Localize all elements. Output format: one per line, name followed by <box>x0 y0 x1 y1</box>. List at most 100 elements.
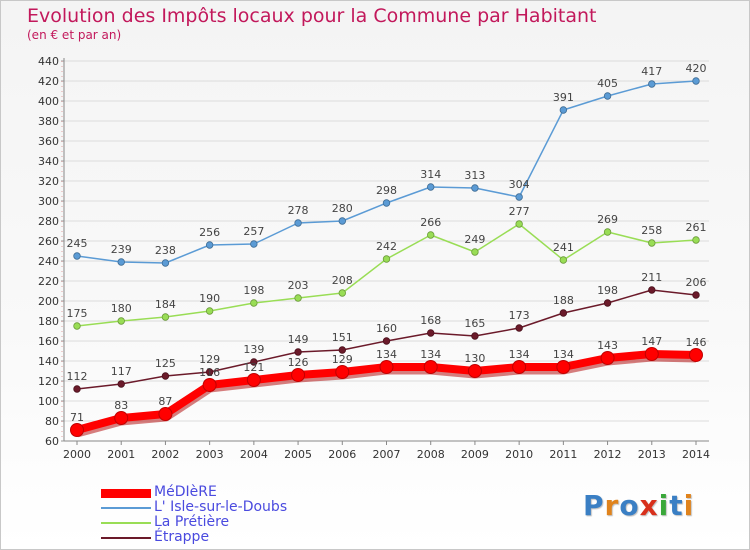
series-3-data-label: 173 <box>509 309 530 322</box>
series-2-data-label: 203 <box>288 279 309 292</box>
series-2-point <box>161 313 170 321</box>
x-tick-label: 2009 <box>461 448 489 461</box>
series-2-data-label: 198 <box>243 284 264 297</box>
y-tick-label: 120 <box>38 375 59 388</box>
logo-letter: i <box>683 489 695 522</box>
series-0-data-label: 126 <box>288 356 309 369</box>
series-1-point <box>250 240 258 248</box>
series-3-data-label: 151 <box>332 331 353 344</box>
series-0-point <box>70 423 84 437</box>
logo-letter: P <box>583 489 605 522</box>
y-tick-label: 160 <box>38 335 59 348</box>
y-tick-label: 220 <box>38 275 59 288</box>
series-0-data-label: 134 <box>376 348 397 361</box>
x-tick-label: 2007 <box>373 448 401 461</box>
proxiti-logo: Proxiti <box>583 489 694 522</box>
series-1-point <box>471 184 479 192</box>
legend-swatch <box>101 489 151 498</box>
series-0-point <box>114 411 129 425</box>
series-0-point <box>556 360 571 374</box>
series-0-point <box>644 347 659 361</box>
series-1-point <box>692 77 700 85</box>
x-tick-label: 2014 <box>682 448 710 461</box>
series-3-data-label: 129 <box>199 353 220 366</box>
x-tick-label: 2003 <box>196 448 224 461</box>
y-tick-label: 240 <box>38 255 59 268</box>
series-0-point <box>246 373 261 387</box>
series-1-data-label: 245 <box>67 237 88 250</box>
y-tick-label: 400 <box>38 95 59 108</box>
series-1-point <box>648 80 656 88</box>
series-3-data-label: 149 <box>288 333 309 346</box>
series-1-data-label: 417 <box>641 65 662 78</box>
x-tick-label: 2013 <box>638 448 666 461</box>
series-3-data-label: 206 <box>686 276 707 289</box>
series-1-data-label: 298 <box>376 184 397 197</box>
series-2-data-label: 184 <box>155 298 176 311</box>
series-1-data-label: 278 <box>288 204 309 217</box>
series-0-point <box>512 360 527 374</box>
series-2-point <box>294 294 302 302</box>
series-0-data-label: 121 <box>243 361 264 374</box>
series-2-point <box>382 255 391 263</box>
series-2-data-label: 175 <box>67 307 88 320</box>
y-tick-label: 360 <box>38 135 59 148</box>
series-3-point <box>338 346 346 354</box>
series-0-data-label: 71 <box>70 411 84 424</box>
series-1-point <box>382 199 391 207</box>
series-1-point <box>427 183 435 191</box>
series-3-data-label: 125 <box>155 357 176 370</box>
x-tick-label: 2012 <box>594 448 622 461</box>
series-1-data-label: 304 <box>509 178 530 191</box>
y-tick-label: 140 <box>38 355 59 368</box>
series-2-data-label: 190 <box>199 292 220 305</box>
y-tick-label: 340 <box>38 155 59 168</box>
series-1-data-label: 280 <box>332 202 353 215</box>
y-tick-label: 440 <box>38 55 59 68</box>
logo-letter: x <box>639 489 659 522</box>
x-tick-label: 2005 <box>284 448 312 461</box>
series-3-point <box>692 291 700 299</box>
series-2-data-label: 249 <box>464 233 485 246</box>
series-1-point <box>117 258 125 266</box>
legend-label: MéDIèRE <box>154 484 217 500</box>
series-3-point <box>294 348 302 356</box>
series-2-point <box>648 239 656 247</box>
series-0-data-label: 143 <box>597 339 618 352</box>
logo-letter: o <box>619 489 640 522</box>
series-0-data-label: 134 <box>553 348 574 361</box>
x-tick-label: 2011 <box>549 448 577 461</box>
series-0-point <box>600 351 615 365</box>
chart-subtitle: (en € et par an) <box>27 28 122 42</box>
series-3-point <box>382 337 391 345</box>
series-1-point <box>73 252 81 260</box>
series-3-point <box>205 368 214 376</box>
series-2-data-label: 269 <box>597 213 618 226</box>
series-1-data-label: 256 <box>199 226 220 239</box>
series-2-point <box>117 317 125 325</box>
y-tick-label: 60 <box>45 435 59 448</box>
logo-letter: r <box>604 489 620 522</box>
series-3-point <box>515 324 523 332</box>
series-1-data-label: 420 <box>686 62 707 75</box>
series-1-data-label: 257 <box>243 225 264 238</box>
y-tick-label: 200 <box>38 295 59 308</box>
series-1-point <box>205 241 214 249</box>
series-2-point <box>427 231 435 239</box>
series-3-data-label: 112 <box>67 370 88 383</box>
series-0-data-label: 116 <box>199 366 220 379</box>
series-0-data-label: 134 <box>509 348 530 361</box>
series-1-data-label: 405 <box>597 77 618 90</box>
series-2-point <box>559 256 568 264</box>
series-2-data-label: 258 <box>641 224 662 237</box>
series-0-point <box>158 407 173 421</box>
y-tick-label: 320 <box>38 175 59 188</box>
legend-label: La Prétière <box>154 514 230 530</box>
series-3-point <box>559 309 568 317</box>
series-3-point <box>73 385 81 393</box>
series-3-point <box>117 380 125 388</box>
series-3-data-label: 117 <box>111 365 132 378</box>
series-2-point <box>73 322 81 330</box>
series-1-point <box>161 259 170 267</box>
x-tick-label: 2004 <box>240 448 268 461</box>
